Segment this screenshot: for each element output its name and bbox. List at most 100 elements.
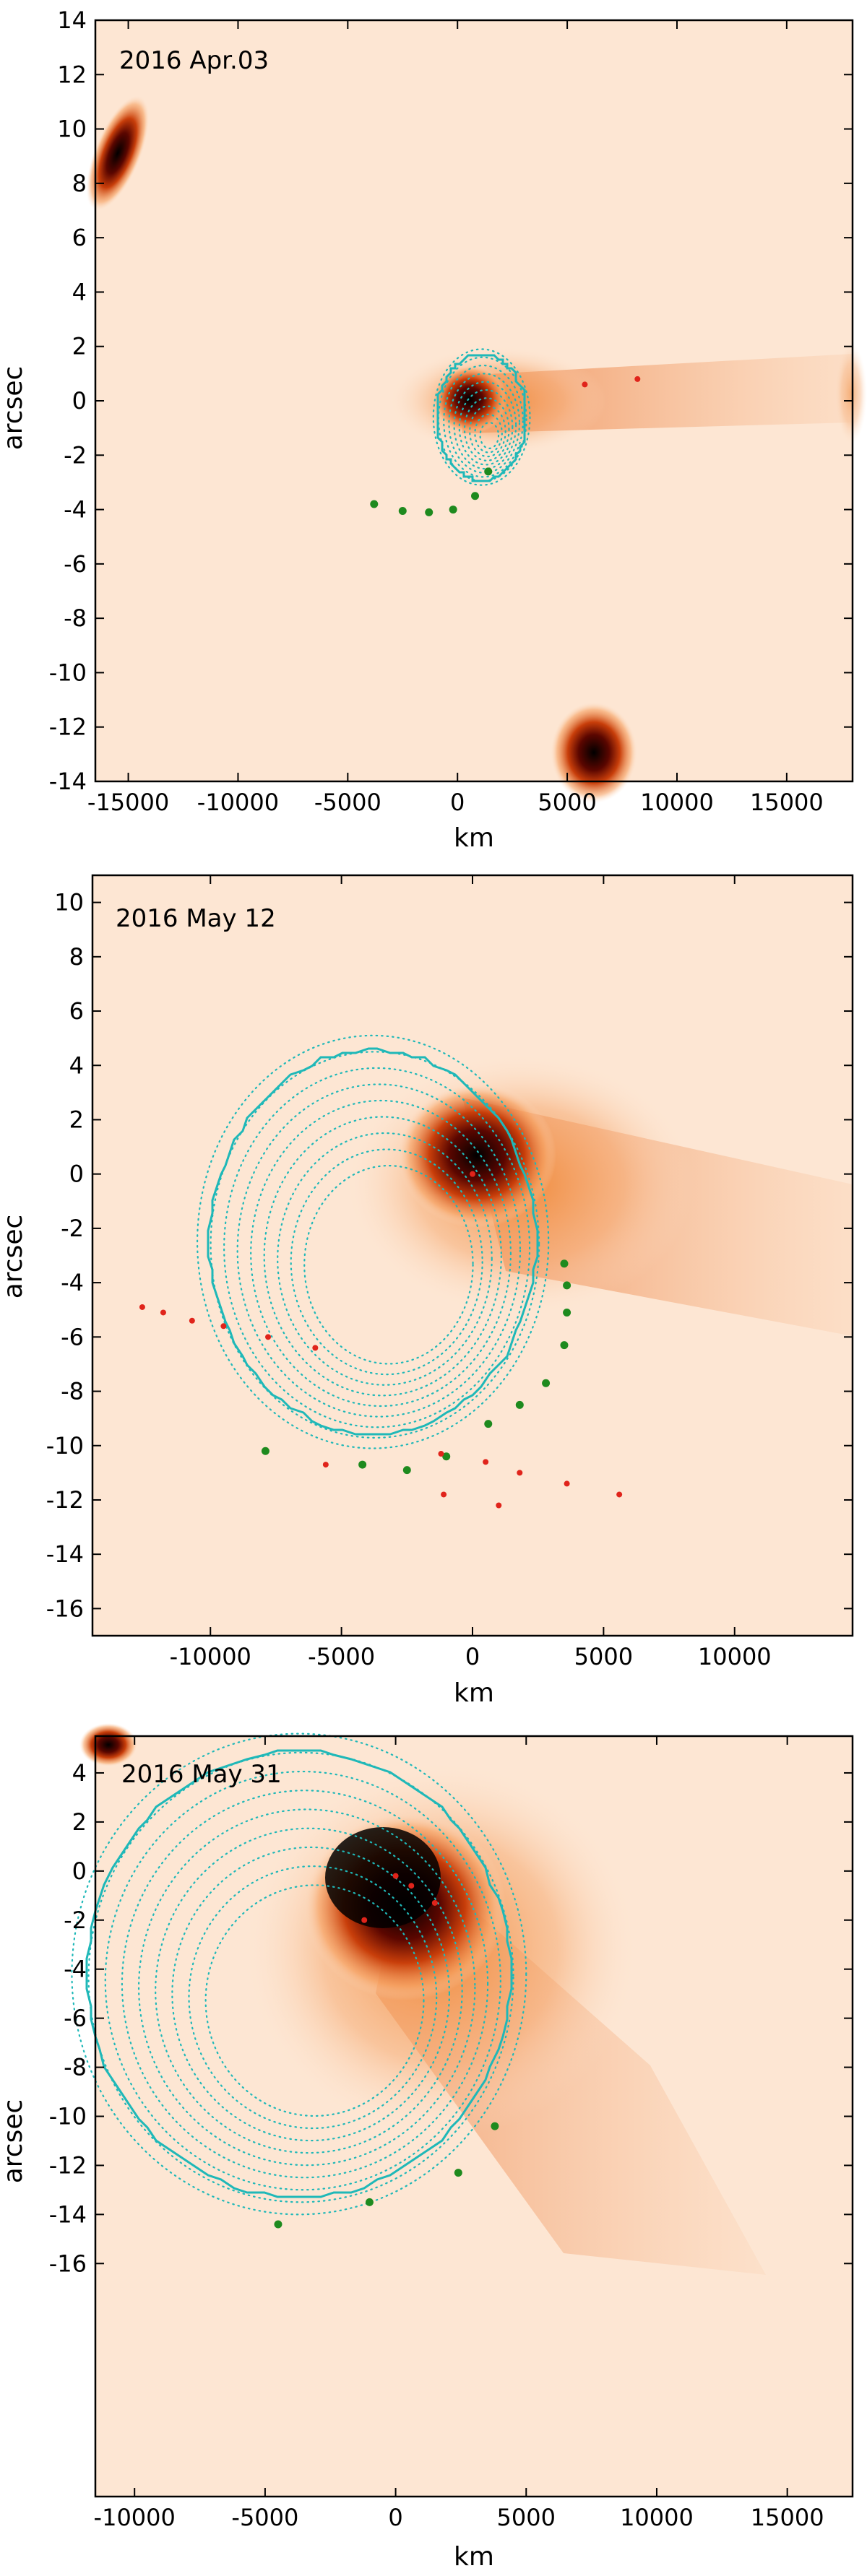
y-tick-label: -10 [49, 659, 87, 686]
y-tick-label: -14 [46, 1540, 84, 1568]
model-dotted-ring [250, 1099, 512, 1408]
green-data-point [563, 1281, 571, 1290]
y-tick-label: 4 [69, 1051, 84, 1079]
panel-3-x-label: km [454, 2542, 494, 2572]
panel-1-data-points [370, 376, 641, 516]
model-dotted-ring [104, 1770, 501, 2191]
panel-2-model-overlay [197, 1034, 550, 1449]
panel-3-y-label: arcsec [0, 2099, 28, 2184]
red-data-point [392, 1873, 399, 1879]
y-tick-label: -8 [64, 2054, 87, 2081]
panel-3-data-points [274, 1873, 499, 2229]
y-tick-label: -2 [64, 1907, 87, 1934]
red-data-point [582, 381, 588, 388]
red-data-point [139, 1304, 145, 1310]
y-tick-label: 0 [72, 387, 87, 415]
green-data-point [365, 2198, 374, 2206]
green-data-point [442, 1452, 451, 1461]
green-data-point [454, 2169, 462, 2177]
x-tick-label: 10000 [620, 2504, 694, 2531]
panel-3-model-overlay [71, 1732, 527, 2216]
y-tick-label: -4 [64, 1956, 87, 1983]
green-data-point [484, 467, 493, 476]
y-tick-label: -8 [61, 1378, 84, 1405]
green-data-point [274, 2220, 282, 2229]
red-data-point [438, 1451, 444, 1457]
green-data-point [471, 492, 480, 500]
green-data-point [515, 1400, 524, 1409]
red-data-point [312, 1345, 319, 1351]
x-tick-label: 10000 [640, 789, 714, 816]
y-tick-label: 4 [72, 1759, 87, 1787]
model-dotted-ring [121, 1790, 489, 2179]
model-dotted-ring [474, 413, 503, 454]
model-dotted-ring [437, 356, 527, 482]
x-tick-label: 0 [465, 1643, 480, 1670]
green-data-point [358, 1460, 367, 1469]
y-tick-label: 0 [72, 1857, 87, 1885]
model-dotted-ring [303, 1164, 474, 1365]
red-data-point [160, 1309, 166, 1316]
x-tick-label: 15000 [750, 789, 824, 816]
y-tick-label: 2 [72, 333, 87, 360]
panel-1-x-axis: -15000 -10000 -5000 0 5000 10000 15000 [87, 20, 824, 816]
panel-3-inner-core [325, 1827, 441, 1928]
panel-3-title: 2016 May 31 [121, 1760, 282, 1789]
model-dotted-ring [204, 1884, 425, 2117]
model-dotted-ring [290, 1148, 483, 1376]
model-dotted-ring [223, 1067, 531, 1428]
green-data-point [261, 1447, 269, 1455]
panel-2-y-label: arcsec [0, 1215, 28, 1299]
panel-2-y-axis: 10 8 6 4 2 0 -2 -4 -6 -8 -10 -12 -14 -16 [46, 889, 853, 1622]
y-tick-label: 2 [72, 1808, 87, 1836]
y-tick-label: -8 [64, 604, 87, 632]
model-dotted-ring [236, 1083, 522, 1418]
x-tick-label: -5000 [231, 2504, 298, 2531]
red-data-point [616, 1491, 623, 1498]
y-tick-label: 14 [57, 6, 87, 34]
red-data-point [265, 1334, 272, 1340]
y-tick-label: -4 [64, 496, 87, 524]
green-data-point [491, 2122, 499, 2130]
model-dotted-ring [448, 373, 521, 474]
y-tick-label: -10 [46, 1432, 84, 1460]
model-dotted-ring [469, 405, 506, 458]
red-data-point [220, 1323, 227, 1330]
x-tick-label: -10000 [197, 789, 279, 816]
panel-1-star-bottom [551, 702, 637, 803]
red-data-point [441, 1491, 447, 1498]
model-dotted-ring [277, 1132, 493, 1386]
model-dotted-ring [171, 1846, 451, 2142]
green-data-point [484, 1420, 493, 1428]
y-tick-label: 8 [72, 170, 87, 197]
x-tick-label: -5000 [314, 789, 381, 816]
model-dotted-ring [210, 1051, 540, 1439]
model-dotted-ring [87, 1751, 514, 2203]
panel-1-y-label: arcsec [0, 366, 28, 451]
green-data-point [560, 1341, 569, 1350]
y-tick-label: 0 [69, 1161, 84, 1188]
y-tick-label: -10 [49, 2103, 87, 2130]
y-tick-label: -12 [49, 2151, 87, 2179]
x-tick-label: -15000 [87, 789, 169, 816]
model-dotted-ring [137, 1808, 476, 2167]
red-data-point [483, 1459, 489, 1465]
x-tick-label: 0 [450, 789, 465, 816]
x-tick-label: 5000 [497, 2504, 556, 2531]
y-tick-label: 6 [72, 224, 87, 251]
model-dotted-ring [453, 381, 517, 470]
y-tick-label: 4 [72, 278, 87, 305]
x-tick-label: 15000 [751, 2504, 824, 2531]
x-tick-label: -10000 [94, 2504, 176, 2531]
red-data-point [189, 1317, 195, 1324]
x-tick-label: 5000 [538, 789, 596, 816]
model-dotted-ring [458, 389, 514, 466]
panel-2-comet-nucleus [397, 1083, 556, 1228]
red-data-point [431, 1899, 438, 1906]
y-tick-label: 12 [57, 61, 87, 88]
panel-3-corner-star [79, 1723, 137, 1766]
y-tick-label: 8 [69, 943, 84, 971]
y-tick-label: -16 [46, 1595, 84, 1622]
x-tick-label: -10000 [170, 1643, 251, 1670]
panel-3-y-axis: 4 2 0 -2 -4 -6 -8 -10 -12 -14 -16 [49, 1759, 853, 2277]
